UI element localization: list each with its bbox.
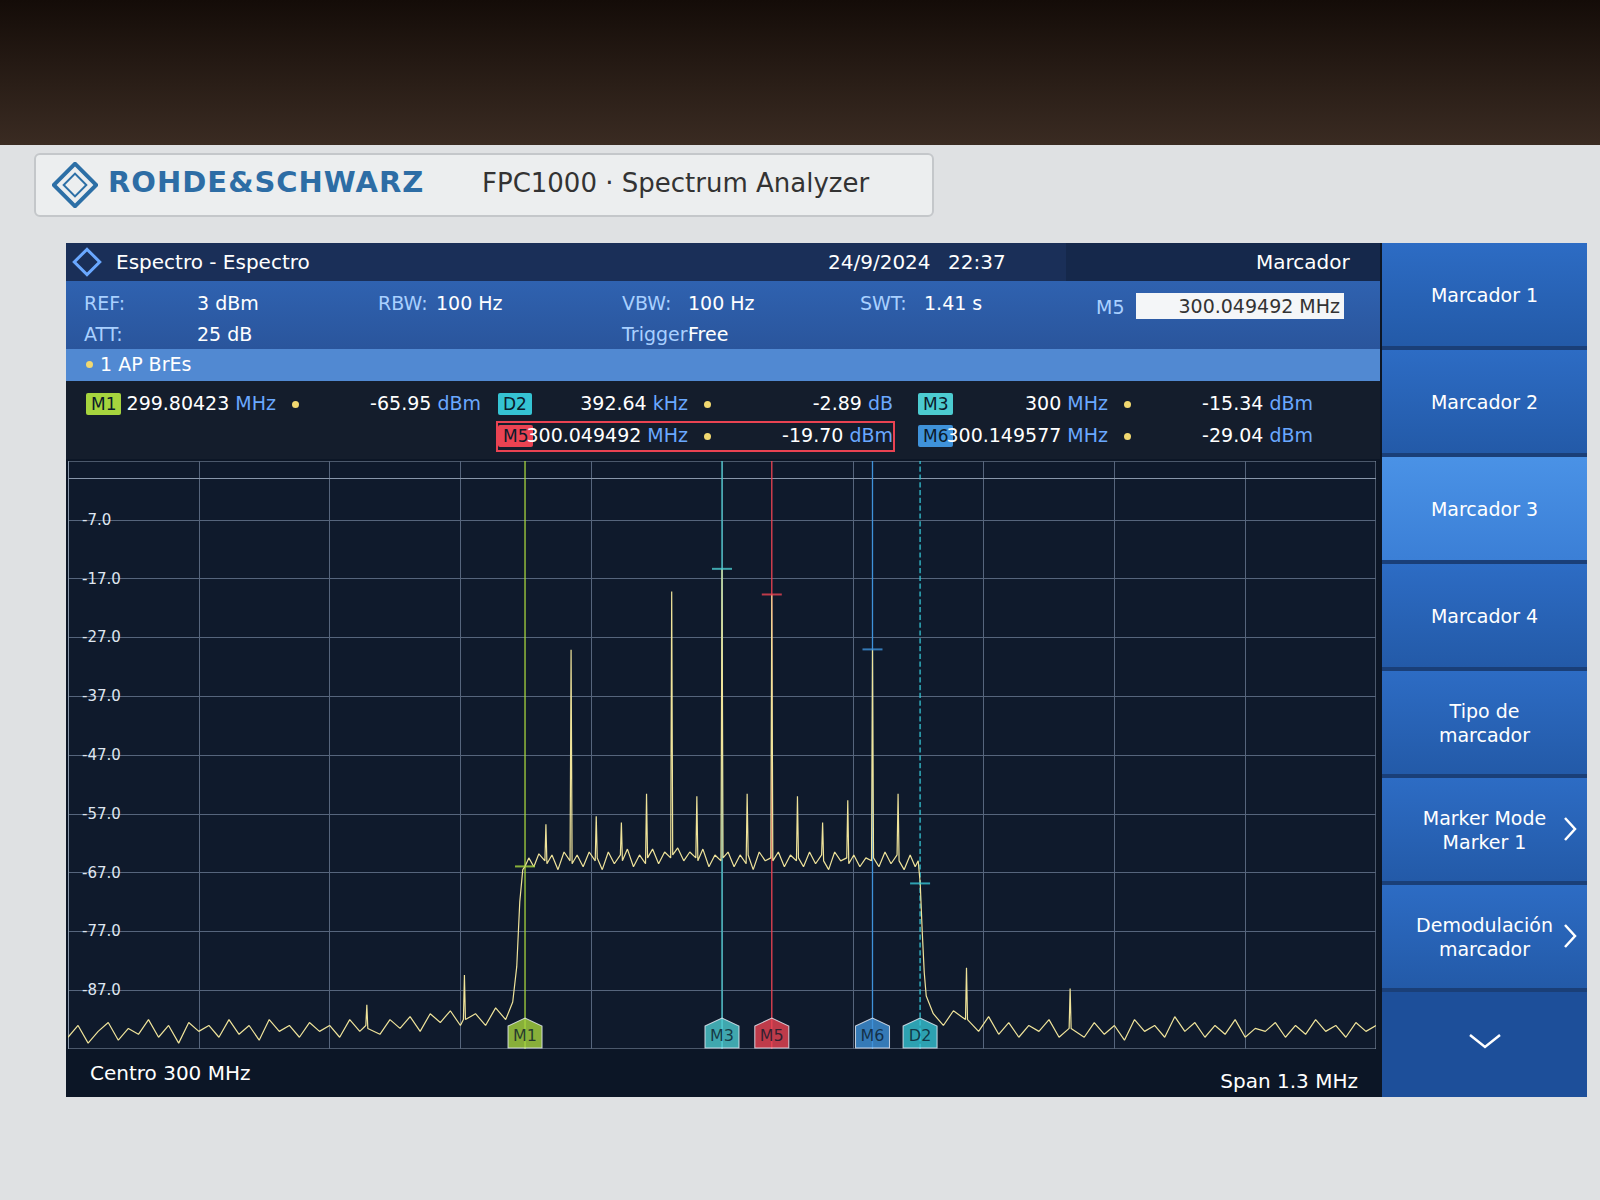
svg-text:-47.0: -47.0	[82, 746, 121, 764]
html-text:-2.89 dB: -2.89 dB	[812, 392, 893, 414]
html-text:M5: M5	[1096, 296, 1125, 318]
html-text:ATT:: ATT:	[84, 323, 123, 345]
html-text:300.149577 MHz: 300.149577 MHz	[946, 424, 1108, 446]
html-text:VBW:: VBW:	[622, 292, 672, 314]
html-text:300.049492 MHz: 300.049492 MHz	[526, 424, 688, 446]
html-text:-65.95 dBm: -65.95 dBm	[370, 392, 481, 414]
svg-text:D2: D2	[909, 1026, 932, 1045]
html-text:3 dBm: 3 dBm	[197, 292, 259, 314]
svg-text:-37.0: -37.0	[82, 687, 121, 705]
html-text:REF:: REF:	[84, 292, 126, 314]
html-text:Marker Mode: Marker Mode	[1422, 806, 1547, 829]
svg-text:M1: M1	[513, 1026, 537, 1045]
html-text:300.049492 MHz: 300.049492 MHz	[1178, 295, 1340, 317]
html-text:Centro 300 MHz: Centro 300 MHz	[90, 1061, 251, 1085]
svg-text:M5: M5	[760, 1026, 784, 1045]
html-text:25 dB: 25 dB	[197, 323, 253, 345]
html-text:-19.70 dBm: -19.70 dBm	[782, 424, 893, 446]
html-text:Trigger:: Trigger:	[622, 323, 694, 345]
html-text:Span 1.3 MHz: Span 1.3 MHz	[1220, 1069, 1358, 1093]
html-text:M6: M6	[923, 426, 949, 446]
svg-text:-57.0: -57.0	[82, 805, 121, 823]
svg-text:-27.0: -27.0	[82, 628, 121, 646]
html-text:Marcador 3: Marcador 3	[1430, 497, 1539, 520]
svg-text:-77.0: -77.0	[82, 922, 121, 940]
html-text:1.41 s: 1.41 s	[924, 292, 983, 314]
html-text:marcador: marcador	[1438, 937, 1531, 960]
html-text:Marcador 4: Marcador 4	[1430, 604, 1539, 627]
svg-text:M3: M3	[710, 1026, 734, 1045]
html-text:Marker 1: Marker 1	[1442, 830, 1527, 853]
svg-text:-87.0: -87.0	[82, 981, 121, 999]
html-text:M5: M5	[503, 426, 529, 446]
html-text:Marcador: Marcador	[1256, 250, 1350, 274]
html-text:-15.34 dBm: -15.34 dBm	[1202, 392, 1313, 414]
html-text:D2: D2	[503, 394, 527, 414]
html-text:marcador: marcador	[1438, 723, 1531, 746]
html-text:100 Hz: 100 Hz	[688, 292, 755, 314]
html-text:-29.04 dBm: -29.04 dBm	[1202, 424, 1313, 446]
html-text:FPC1000 · Spectrum Analyzer: FPC1000 · Spectrum Analyzer	[482, 168, 870, 198]
html-text:Marcador 1: Marcador 1	[1430, 283, 1539, 306]
html-text:1 AP BrEs: 1 AP BrEs	[100, 353, 192, 375]
html-text:392.64 kHz: 392.64 kHz	[580, 392, 688, 414]
html-text:100 Hz: 100 Hz	[436, 292, 503, 314]
html-text:Demodulación: Demodulación	[1416, 913, 1553, 936]
html-text:SWT:: SWT:	[860, 292, 907, 314]
html-text:299.80423 MHz: 299.80423 MHz	[126, 392, 276, 414]
svg-text:-67.0: -67.0	[82, 864, 121, 882]
svg-text:-17.0: -17.0	[82, 570, 121, 588]
html-text:Espectro - Espectro: Espectro - Espectro	[116, 250, 310, 274]
html-text:Tipo de: Tipo de	[1449, 699, 1520, 722]
html-text:24/9/2024: 24/9/2024	[828, 250, 931, 274]
svg-text:-7.0: -7.0	[82, 511, 111, 529]
html-text:RBW:: RBW:	[378, 292, 428, 314]
html-text:22:37: 22:37	[948, 250, 1006, 274]
html-text:M1: M1	[91, 394, 117, 414]
html-text:M3: M3	[923, 394, 949, 414]
svg-text:M6: M6	[861, 1026, 885, 1045]
html-text:ROHDE&SCHWARZ: ROHDE&SCHWARZ	[108, 165, 425, 199]
html-text:Marcador 2: Marcador 2	[1430, 390, 1539, 413]
html-text:300 MHz: 300 MHz	[1025, 392, 1108, 414]
html-text:Free: Free	[688, 323, 729, 345]
